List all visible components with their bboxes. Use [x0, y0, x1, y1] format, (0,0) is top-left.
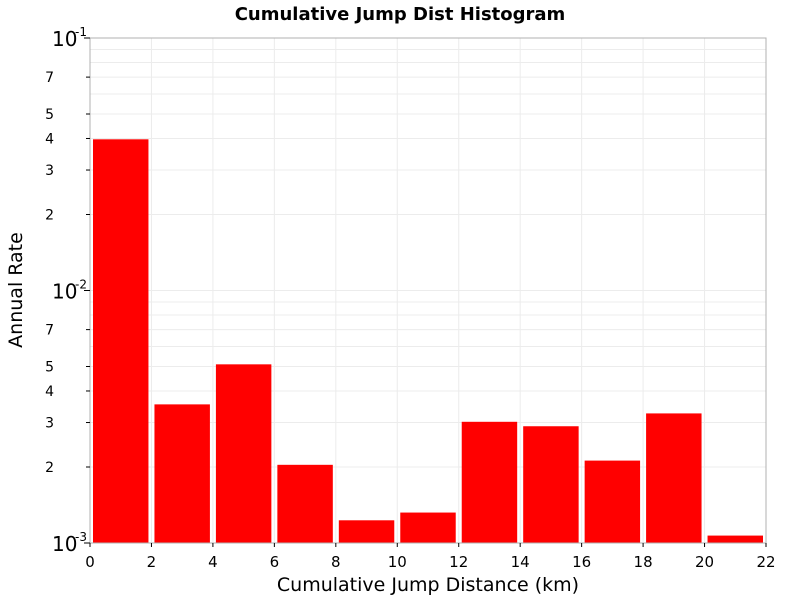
y-decade-label: 10 [52, 27, 77, 51]
x-tick-label: 8 [331, 553, 341, 571]
x-tick-label: 14 [511, 553, 530, 571]
x-tick-label: 10 [388, 553, 407, 571]
y-axis-label: Annual Rate [5, 232, 27, 348]
y-tick-label: 7 [45, 70, 54, 86]
y-decade-exponent: -2 [75, 278, 87, 292]
y-tick-label: 5 [45, 107, 54, 123]
x-tick-label: 20 [695, 553, 714, 571]
y-decade-exponent: -1 [75, 25, 87, 39]
x-axis-ticks: 0 2 4 6 8 10 12 14 16 18 20 22 [85, 543, 776, 571]
grid-lines [89, 37, 767, 544]
y-tick-label: 3 [45, 163, 54, 179]
histogram-bar [400, 512, 456, 543]
x-axis-label: Cumulative Jump Distance (km) [277, 574, 579, 596]
histogram-bar [707, 535, 763, 543]
y-tick-label: 4 [45, 131, 54, 147]
y-decade-label: 10 [52, 280, 77, 304]
x-tick-label: 4 [208, 553, 218, 571]
x-tick-label: 2 [147, 553, 157, 571]
x-tick-label: 12 [449, 553, 468, 571]
x-tick-label: 22 [756, 553, 775, 571]
histogram-bar [93, 139, 149, 543]
histogram-bar [338, 520, 395, 543]
histogram-bar [584, 460, 641, 543]
histogram-bar [215, 364, 272, 543]
y-decade-label: 10 [52, 532, 77, 556]
x-tick-label: 0 [85, 553, 95, 571]
x-tick-label: 16 [572, 553, 591, 571]
y-tick-label: 7 [45, 323, 54, 339]
histogram-bar [461, 421, 518, 543]
histogram-bar [646, 413, 702, 543]
y-tick-label: 2 [45, 207, 54, 223]
histogram-bar [523, 426, 579, 543]
y-tick-label: 4 [45, 384, 54, 400]
x-tick-label: 18 [634, 553, 653, 571]
chart-title: Cumulative Jump Dist Histogram [235, 4, 566, 25]
y-decade-exponent: -3 [75, 530, 87, 544]
y-tick-label: 3 [45, 416, 54, 432]
histogram-bar [154, 404, 210, 543]
histogram-bar [277, 464, 333, 543]
y-tick-label: 2 [45, 460, 54, 476]
bars [93, 139, 763, 543]
y-tick-label: 5 [45, 360, 54, 376]
x-tick-label: 6 [270, 553, 280, 571]
